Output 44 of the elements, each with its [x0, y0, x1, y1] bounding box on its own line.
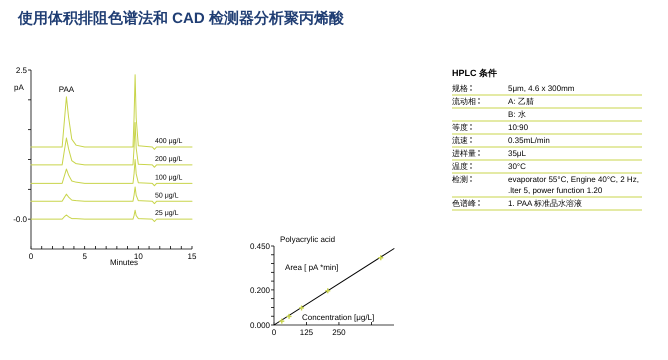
- x-tick-label: 5: [82, 252, 88, 261]
- point: [286, 313, 292, 320]
- y-axis-title: Area [ pA *min]: [285, 263, 338, 272]
- line-series: [30, 186, 192, 204]
- point: [278, 318, 285, 324]
- category-label: 流速: [452, 136, 468, 145]
- text: B: 水: [508, 110, 526, 119]
- point: [298, 304, 305, 312]
- text: A: 乙腈: [508, 97, 534, 106]
- x-tick-label: 0: [28, 252, 34, 261]
- category-label: 色谱峰: [452, 199, 476, 208]
- x-tick-label: 15: [188, 252, 197, 261]
- text: 0.35mL/min: [508, 136, 550, 145]
- text: 1. PAA 标准品水溶液: [508, 199, 582, 208]
- y-tick-label: 2.5: [16, 66, 28, 75]
- x-tick-label: 0: [272, 328, 277, 337]
- x-tick-label: 250: [332, 328, 346, 337]
- text: 5μm, 4.6 x 300mm: [508, 84, 574, 93]
- category-label: 规格: [452, 84, 468, 93]
- x-tick-label: 10: [134, 252, 144, 261]
- y-tick-label: 0.200: [250, 286, 271, 295]
- chart-title: 使用体积排阻色谱法和 CAD 检测器分析聚丙烯酸: [17, 9, 345, 27]
- y-tick-label: -0.0: [13, 215, 28, 224]
- category-label: 检测: [452, 175, 468, 184]
- category-label: 流动相: [452, 97, 476, 106]
- x-tick-label: 125: [300, 328, 314, 337]
- text: 35μL: [508, 149, 526, 158]
- category-label: 等度: [452, 123, 468, 132]
- text: 30°C: [508, 162, 526, 171]
- y-tick-label: 0.450: [250, 242, 271, 251]
- category-label: 进样量: [452, 149, 476, 158]
- text: evaporator 55°C, Engine 40°C, 2 Hz, .lter 5, power function 1.20: [508, 175, 639, 195]
- category-label: 温度: [452, 162, 468, 171]
- text: 10:90: [508, 123, 528, 132]
- x-axis-title: Concentration [μg/L]: [302, 313, 374, 322]
- y-tick-label: 0.000: [250, 321, 271, 330]
- x-axis-title: Minutes: [110, 258, 138, 267]
- text: HPLC 条件: [452, 68, 497, 78]
- point: [378, 254, 384, 261]
- annotation: PAA: [58, 84, 75, 94]
- point: [324, 288, 331, 294]
- y-axis-title: pA: [14, 83, 24, 92]
- line-series: [30, 210, 192, 222]
- chart-title: Polyacrylic acid: [280, 235, 336, 244]
